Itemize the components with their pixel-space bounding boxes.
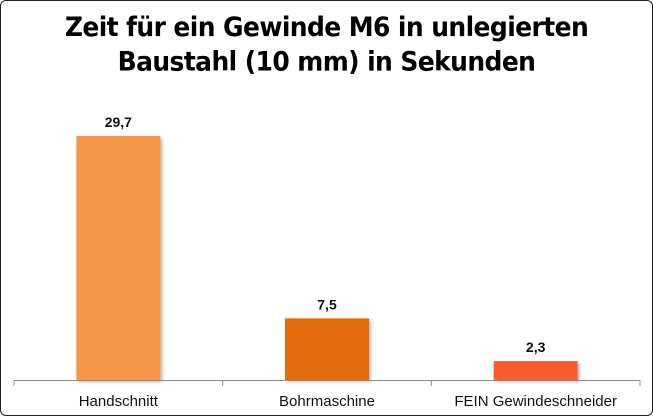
chart-title-line-1: Zeit für ein Gewinde M6 in unlegierten <box>64 11 589 43</box>
x-tick-label: FEIN Gewindeschneider <box>454 393 617 410</box>
data-label: 2,3 <box>526 339 546 355</box>
data-label: 7,5 <box>317 296 337 312</box>
bar-fein-gewindeschneider <box>493 361 578 380</box>
x-tick-label: Bohrmaschine <box>279 393 375 410</box>
chart-title: Zeit für ein Gewinde M6 in unlegierten B… <box>0 10 653 79</box>
bar-bohrmaschine <box>285 318 369 380</box>
bar-handschnitt <box>76 136 161 380</box>
data-label: 29,7 <box>105 114 132 130</box>
chart-title-line-2: Baustahl (10 mm) in Sekunden <box>117 45 536 77</box>
x-tick-label: Handschnitt <box>79 393 159 410</box>
